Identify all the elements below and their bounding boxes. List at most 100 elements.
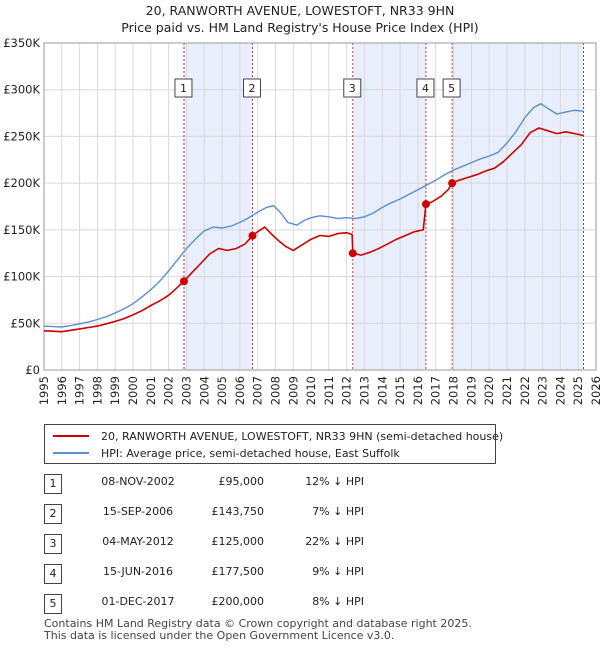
x-tick-label: 2007 bbox=[251, 376, 265, 405]
x-tick-label: 2014 bbox=[375, 376, 389, 405]
x-tick-label: 2012 bbox=[340, 376, 354, 405]
sale-point bbox=[179, 277, 188, 286]
sale-label-box bbox=[442, 78, 461, 98]
sale-number-badge: 2 bbox=[44, 504, 62, 524]
x-tick-label: 2026 bbox=[589, 376, 600, 405]
legend-label-hpi: HPI: Average price, semi-detached house,… bbox=[101, 446, 400, 460]
sale-period-shade bbox=[183, 43, 253, 370]
sale-label-box bbox=[243, 78, 262, 98]
x-tick-label: 2016 bbox=[411, 376, 425, 405]
sale-number-badge: 1 bbox=[44, 474, 62, 494]
legend: 20, RANWORTH AVENUE, LOWESTOFT, NR33 9HN… bbox=[44, 424, 503, 464]
price-chart: £0 £50K £100K £150K £200K £250K £300K £350K 1995… bbox=[3, 36, 600, 405]
sale-hpi-diff: 22% ↓ HPI bbox=[305, 535, 364, 548]
sale-hpi-diff: 12% ↓ HPI bbox=[305, 475, 364, 488]
footer: Contains HM Land Registry data © Crown c… bbox=[44, 618, 472, 642]
sale-number-badge: 3 bbox=[44, 534, 62, 554]
x-tick-label: 2013 bbox=[358, 376, 372, 405]
sale-price: £200,000 bbox=[211, 595, 265, 608]
sale-price: £125,000 bbox=[211, 535, 265, 548]
sale-date: 01-DEC-2017 bbox=[101, 595, 175, 608]
sale-hpi-diff: 9% ↓ HPI bbox=[312, 565, 364, 578]
x-tick-label: 2002 bbox=[162, 376, 176, 405]
sale-date: 15-SEP-2006 bbox=[102, 505, 174, 518]
x-tick-label: 2010 bbox=[304, 376, 318, 405]
x-tick-label: 1998 bbox=[90, 376, 104, 405]
x-tick-label: 2017 bbox=[429, 376, 443, 405]
table-row: 2 15-SEP-2006 £143,750 7% ↓ HPI bbox=[44, 500, 564, 528]
sale-number-badge: 4 bbox=[44, 564, 62, 584]
x-tick-label: 1995 bbox=[37, 376, 51, 405]
sale-period-shade bbox=[352, 43, 426, 370]
sale-number-badge: 5 bbox=[44, 594, 62, 614]
legend-label-property: 20, RANWORTH AVENUE, LOWESTOFT, NR33 9HN… bbox=[101, 429, 504, 443]
x-tick-label: 2011 bbox=[322, 376, 336, 405]
sale-label-box bbox=[174, 78, 193, 98]
y-tick-label: £50K bbox=[11, 316, 41, 330]
sale-point bbox=[248, 231, 257, 240]
sale-label-number: 1 bbox=[180, 82, 187, 95]
sale-date: 08-NOV-2002 bbox=[101, 475, 175, 488]
y-tick-label: £0 bbox=[25, 363, 40, 377]
chart-title: 20, RANWORTH AVENUE, LOWESTOFT, NR33 9HN… bbox=[0, 2, 600, 36]
x-tick-label: 2009 bbox=[286, 376, 300, 405]
sale-price: £95,000 bbox=[218, 475, 265, 488]
x-tick-label: 1999 bbox=[108, 376, 122, 405]
x-tick-label: 2005 bbox=[215, 376, 229, 405]
sale-price: £177,500 bbox=[211, 565, 265, 578]
y-tick-label: £250K bbox=[3, 129, 40, 143]
table-row: 4 15-JUN-2016 £177,500 9% ↓ HPI bbox=[44, 560, 564, 588]
hpi-line bbox=[43, 102, 584, 328]
property-price-line bbox=[43, 127, 584, 333]
plot-border bbox=[43, 42, 597, 371]
x-tick-label: 2000 bbox=[126, 376, 140, 405]
sale-date: 04-MAY-2012 bbox=[102, 535, 174, 548]
sale-label-number: 2 bbox=[249, 82, 256, 95]
legend-swatch-property bbox=[53, 435, 89, 437]
table-row: 3 04-MAY-2012 £125,000 22% ↓ HPI bbox=[44, 530, 564, 558]
x-tick-label: 2024 bbox=[553, 376, 567, 405]
sale-point bbox=[448, 179, 457, 188]
x-tick-label: 1996 bbox=[55, 376, 69, 405]
sale-label-box bbox=[416, 78, 435, 98]
y-tick-label: £350K bbox=[3, 36, 40, 50]
x-tick-label: 2025 bbox=[571, 376, 585, 405]
x-tick-label: 2001 bbox=[144, 376, 158, 405]
footer-copyright: Contains HM Land Registry data © Crown c… bbox=[44, 617, 472, 630]
legend-item-property: 20, RANWORTH AVENUE, LOWESTOFT, NR33 9HN… bbox=[45, 427, 503, 445]
x-tick-label: 2004 bbox=[197, 376, 211, 405]
legend-swatch-hpi bbox=[53, 452, 89, 454]
footer-license: This data is licensed under the Open Gov… bbox=[44, 629, 395, 642]
sale-price: £143,750 bbox=[211, 505, 265, 518]
sale-label-number: 4 bbox=[422, 82, 429, 95]
chart-title-line2: Price paid vs. HM Land Registry's House … bbox=[121, 20, 479, 35]
sale-label-box bbox=[343, 78, 362, 98]
x-tick-label: 2006 bbox=[233, 376, 247, 405]
y-tick-label: £100K bbox=[3, 270, 40, 284]
x-tick-label: 2003 bbox=[179, 376, 193, 405]
x-tick-label: 1997 bbox=[73, 376, 87, 405]
y-tick-label: £200K bbox=[3, 176, 40, 190]
table-row: 1 08-NOV-2002 £95,000 12% ↓ HPI bbox=[44, 470, 564, 498]
x-tick-label: 2023 bbox=[536, 376, 550, 405]
sale-point bbox=[421, 200, 430, 209]
y-tick-label: £300K bbox=[3, 83, 40, 97]
x-tick-label: 2008 bbox=[268, 376, 282, 405]
sale-label-number: 5 bbox=[448, 82, 455, 95]
x-tick-label: 2021 bbox=[500, 376, 514, 405]
y-tick-label: £150K bbox=[3, 223, 40, 237]
sale-point bbox=[348, 249, 357, 258]
legend-item-hpi: HPI: Average price, semi-detached house,… bbox=[45, 444, 400, 462]
chart-title-line1: 20, RANWORTH AVENUE, LOWESTOFT, NR33 9HN bbox=[145, 3, 455, 18]
sale-label-number: 3 bbox=[349, 82, 356, 95]
table-row: 5 01-DEC-2017 £200,000 8% ↓ HPI bbox=[44, 590, 564, 618]
sale-period-shade bbox=[452, 43, 584, 370]
x-tick-label: 2022 bbox=[518, 376, 532, 405]
sale-date: 15-JUN-2016 bbox=[102, 565, 174, 578]
sale-hpi-diff: 7% ↓ HPI bbox=[312, 505, 364, 518]
x-tick-label: 2020 bbox=[482, 376, 496, 405]
sale-hpi-diff: 8% ↓ HPI bbox=[312, 595, 364, 608]
x-tick-label: 2019 bbox=[464, 376, 478, 405]
x-tick-label: 2015 bbox=[393, 376, 407, 405]
x-tick-label: 2018 bbox=[447, 376, 461, 405]
